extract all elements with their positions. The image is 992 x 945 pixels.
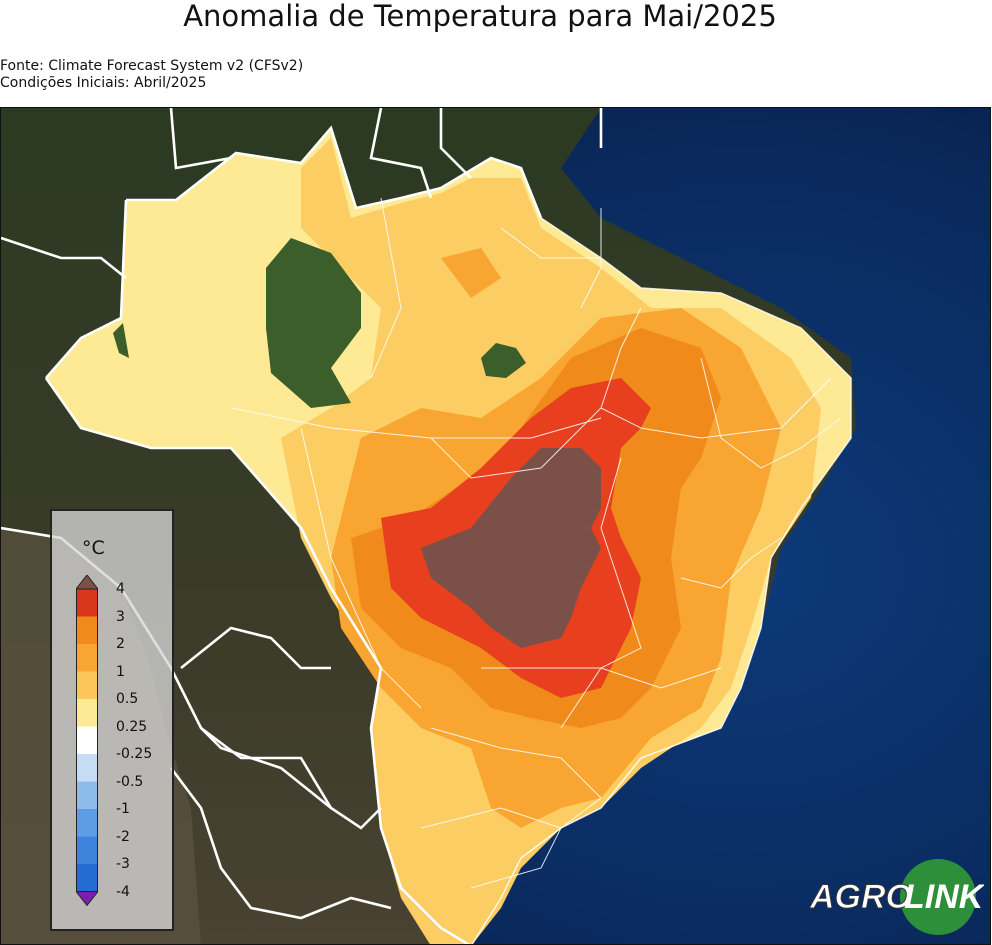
colorbar-tick-label: 2 — [116, 636, 125, 652]
anomaly-zone-over — [421, 448, 601, 648]
colorbar-tick-label: -0.25 — [116, 746, 153, 762]
colorbar-over-arrow — [76, 575, 98, 590]
forest-patch-center — [481, 343, 526, 378]
map-title: Anomalia de Temperatura para Mai/2025 — [183, 0, 777, 33]
colorbar-tick-label: -1 — [116, 801, 130, 817]
logo-text-link: LINK — [904, 878, 984, 916]
colorbar-tick-label: 0.5 — [116, 691, 139, 707]
colorbar — [76, 575, 98, 907]
colorbar-tick-label: -2 — [116, 828, 130, 845]
colorbar-tick-label: -3 — [116, 856, 130, 872]
colorbar-segment — [76, 671, 98, 699]
colorbar-tick-label: 4 — [116, 581, 125, 597]
colorbar-tick-label: -4 — [116, 883, 130, 900]
colorbar-segment — [76, 864, 98, 892]
colorbar-under-arrow — [76, 891, 98, 907]
legend-unit: °C — [82, 537, 105, 559]
colorbar-tick-label: 0.25 — [116, 718, 148, 735]
colorbar-segment — [76, 589, 98, 617]
colorbar-segment — [76, 781, 98, 809]
colorbar-tick-label: -0.5 — [116, 773, 144, 790]
colorbar-border — [76, 588, 98, 892]
colorbar-segment — [76, 616, 98, 644]
logo-text-agro: AGRO — [809, 878, 912, 916]
colorbar-segment — [76, 836, 98, 864]
coastline — [471, 217, 852, 944]
colorbar-segment — [76, 809, 98, 837]
logo-circle — [900, 859, 976, 935]
map-panel — [0, 107, 991, 945]
colorbar-segment — [76, 699, 98, 727]
colorbar-segment — [76, 754, 98, 782]
initial-conditions-line: Condições Iniciais: Abril/2025 — [0, 75, 207, 91]
forest-patch-small — [113, 323, 129, 358]
legend-panel: °C 4 3 2 1 0.5 0.25 -0.25 -0.5 -1 -2 -3 -4 — [50, 509, 174, 931]
source-info: Fonte: Climate Forecast System v2 (CFSv2… — [0, 58, 303, 92]
state-boundaries — [230, 197, 842, 889]
source-line: Fonte: Climate Forecast System v2 (CFSv2… — [0, 58, 304, 74]
colorbar-tick-label: 1 — [116, 663, 125, 680]
colorbar-tick-label: 3 — [116, 608, 125, 625]
anomaly-map — [1, 108, 990, 944]
colorbar-segment — [76, 726, 98, 754]
agrolink-logo: AGRO LINK — [809, 859, 984, 935]
forest-patch-west — [266, 238, 361, 408]
colorbar-segment — [76, 644, 98, 672]
